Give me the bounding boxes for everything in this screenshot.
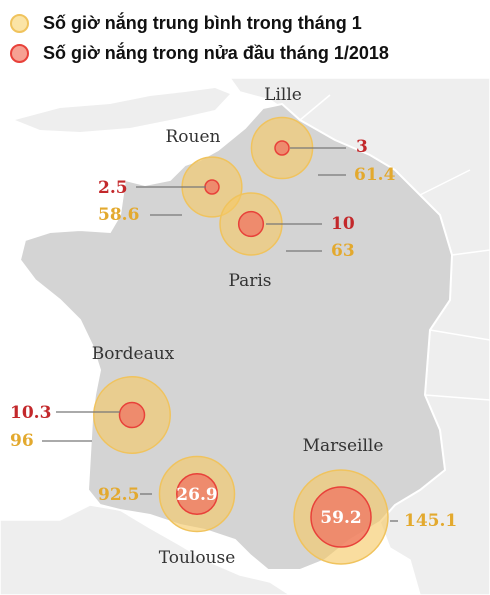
bordeaux-city-label: Bordeaux [92,344,175,364]
lille-average-value: 61.4 [354,165,396,185]
marseille-average-value: 145.1 [404,511,457,531]
bordeaux-current-value: 10.3 [10,403,51,423]
rouen-average-value: 58.6 [98,205,139,225]
rouen-city-label: Rouen [166,127,221,147]
marseille-current-value: 59.2 [320,508,361,528]
uk-land [15,88,230,132]
legend-current-label: Số giờ nắng trong nửa đầu tháng 1/2018 [43,42,389,63]
bubble-layer: Lille 3 61.4 Rouen 2.5 58.6 Paris 10 63 Bordeaux 1… [10,85,457,568]
bordeaux-average-value: 96 [10,431,34,451]
toulouse-current-value: 26.9 [176,485,217,505]
legend: Số giờ nắng trung bình trong tháng 1 Số … [10,8,389,68]
paris-city-label: Paris [228,271,271,291]
lille-current-value: 3 [356,137,368,157]
lille-current-bubble [274,140,290,156]
internal-border [299,94,490,401]
rouen-current-bubble [204,179,220,195]
toulouse-city-label: Toulouse [159,548,236,568]
marseille-city-label: Marseille [303,436,384,456]
toulouse-average-value: 92.5 [98,485,139,505]
paris-current-bubble [237,210,265,238]
legend-average-label: Số giờ nắng trung bình trong tháng 1 [43,12,362,33]
legend-current: Số giờ nắng trong nửa đầu tháng 1/2018 [10,38,389,68]
legend-average: Số giờ nắng trung bình trong tháng 1 [10,8,389,38]
rouen-current-value: 2.5 [98,178,128,198]
toulouse-current-bubble [176,473,218,515]
paris-average-value: 63 [331,241,355,261]
paris-current-value: 10 [331,214,355,234]
lille-city-label: Lille [264,85,302,105]
current-swatch-icon [10,43,29,63]
marseille-current-bubble [310,486,372,548]
average-swatch-icon [10,13,29,33]
bordeaux-current-bubble [118,401,146,429]
